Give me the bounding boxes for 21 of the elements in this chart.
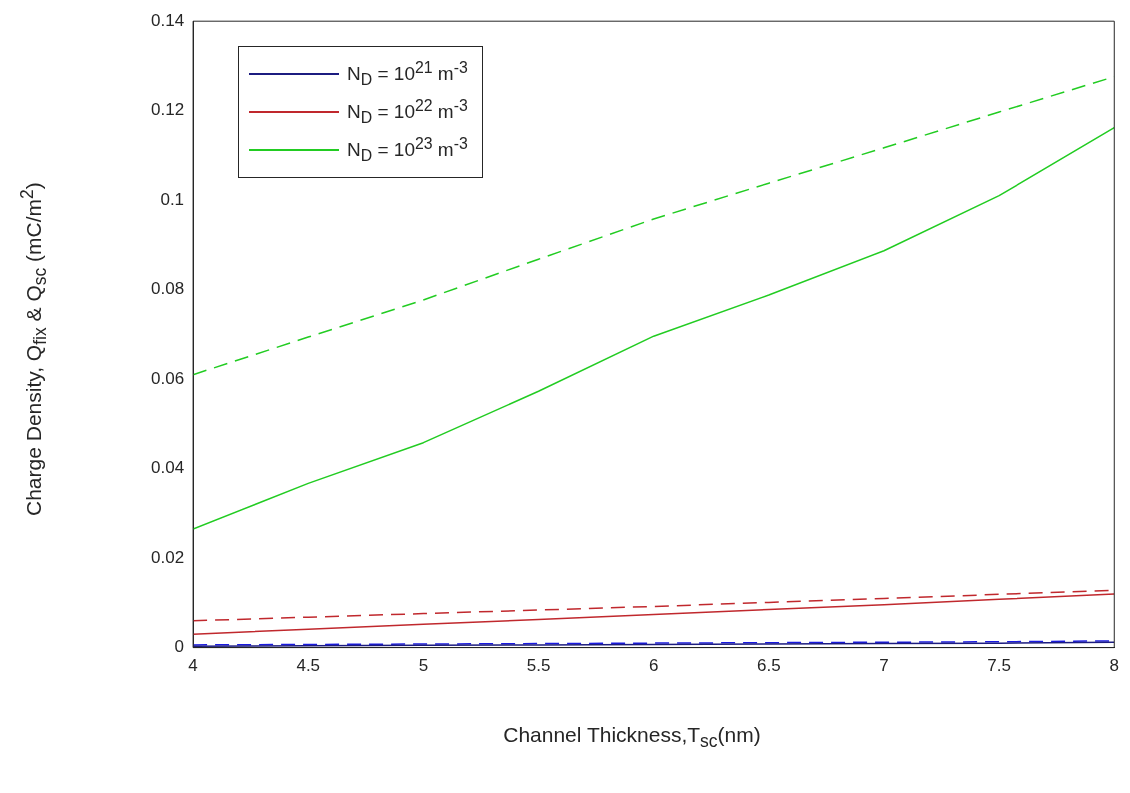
y-tick-label: 0.08 — [150, 279, 185, 299]
y-tick-label: 0.04 — [150, 458, 185, 478]
x-axis-title: Channel Thickness,T$_{sc}$(nm) — [502, 723, 762, 753]
y-tick-label: 0.14 — [150, 10, 185, 30]
legend-label: N$_{D}$ = 10$^{21}$ m$^{-3}$ — [347, 58, 468, 90]
y-tick-label: 0.12 — [150, 100, 185, 120]
x-tick-label: 4.5 — [296, 656, 321, 676]
legend-label: N$_{D}$ = 10$^{22}$ m$^{-3}$ — [347, 96, 468, 128]
x-tick-label: 7 — [879, 656, 889, 676]
y-tick-label: 0 — [174, 637, 185, 657]
y-tick-label: 0.02 — [150, 547, 185, 567]
legend-label: N$_{D}$ = 10$^{23}$ m$^{-3}$ — [347, 134, 468, 166]
x-tick-label: 7.5 — [987, 656, 1011, 676]
x-tick-label: 5 — [418, 656, 429, 676]
x-tick-label: 6.5 — [757, 656, 781, 676]
x-tick-label: 4 — [188, 656, 198, 676]
x-tick-label: 5.5 — [526, 656, 551, 676]
y-tick-label: 0.06 — [150, 368, 185, 388]
x-tick-label: 8 — [1109, 656, 1120, 676]
y-tick-label: 0.1 — [160, 189, 185, 209]
x-tick-label: 6 — [648, 656, 659, 676]
